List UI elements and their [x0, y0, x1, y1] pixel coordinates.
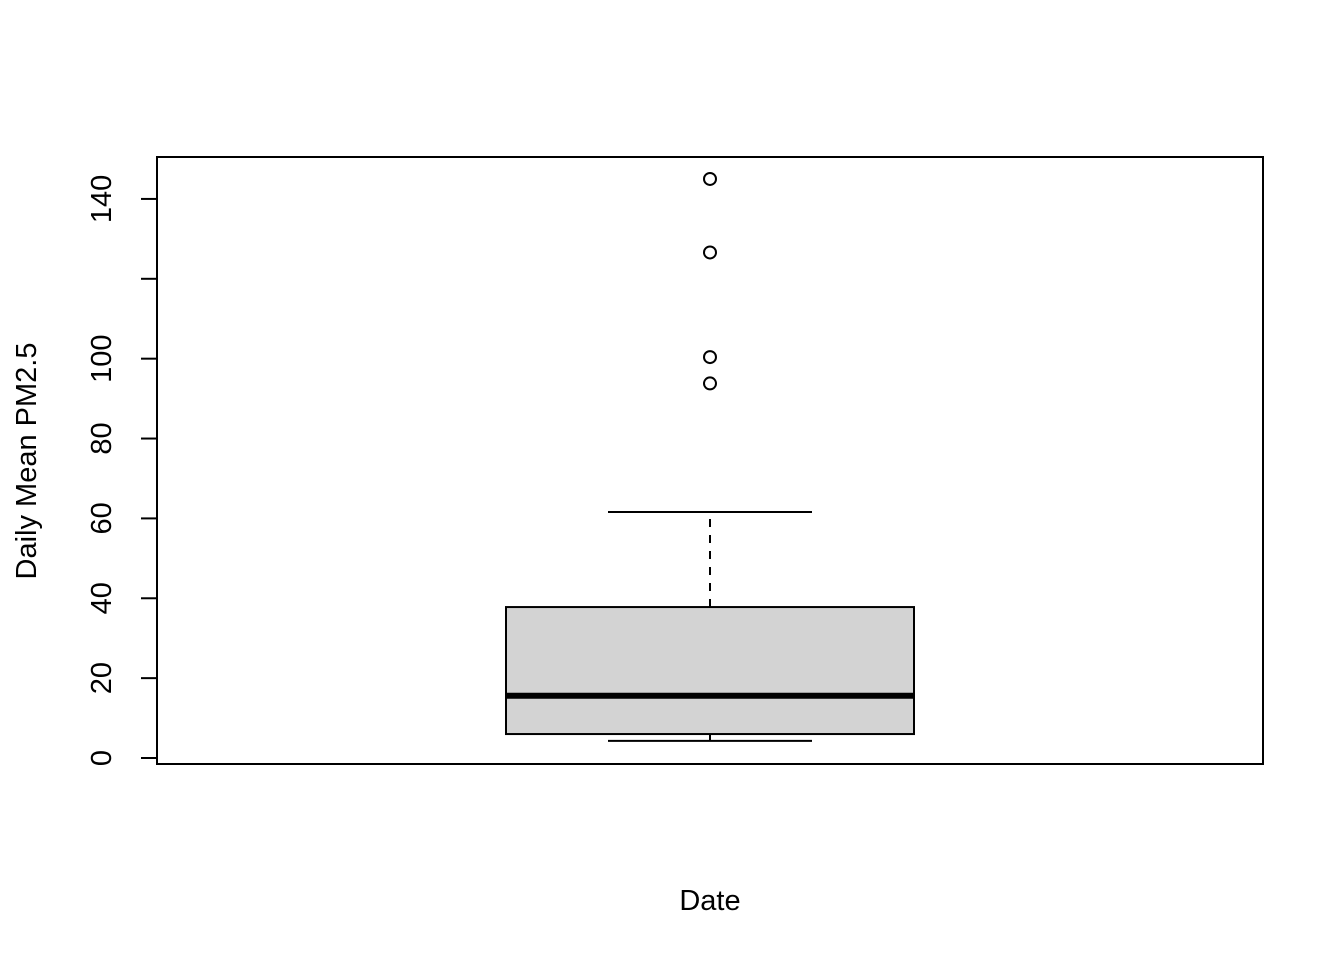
y-tick-label-40: 40: [86, 582, 118, 614]
y-tick-label-0: 0: [86, 750, 118, 766]
outlier-point-3: [703, 376, 717, 391]
y-tick-label-60: 60: [86, 502, 118, 534]
y-tick-label-100: 100: [86, 334, 118, 382]
y-tick-label-140: 140: [86, 175, 118, 223]
outlier-point-1: [703, 245, 717, 260]
outlier-point-2: [703, 350, 717, 365]
y-axis-label: Daily Mean PM2.5: [11, 343, 43, 580]
y-tick-label-80: 80: [86, 422, 118, 454]
y-tick-label-20: 20: [86, 662, 118, 694]
outlier-point-0: [703, 171, 717, 186]
interquartile-box: [505, 606, 915, 736]
y-axis: 0 20 40 60 80 100 140: [86, 175, 158, 766]
plot-area: [156, 156, 1264, 765]
x-axis-label: Date: [679, 885, 740, 917]
